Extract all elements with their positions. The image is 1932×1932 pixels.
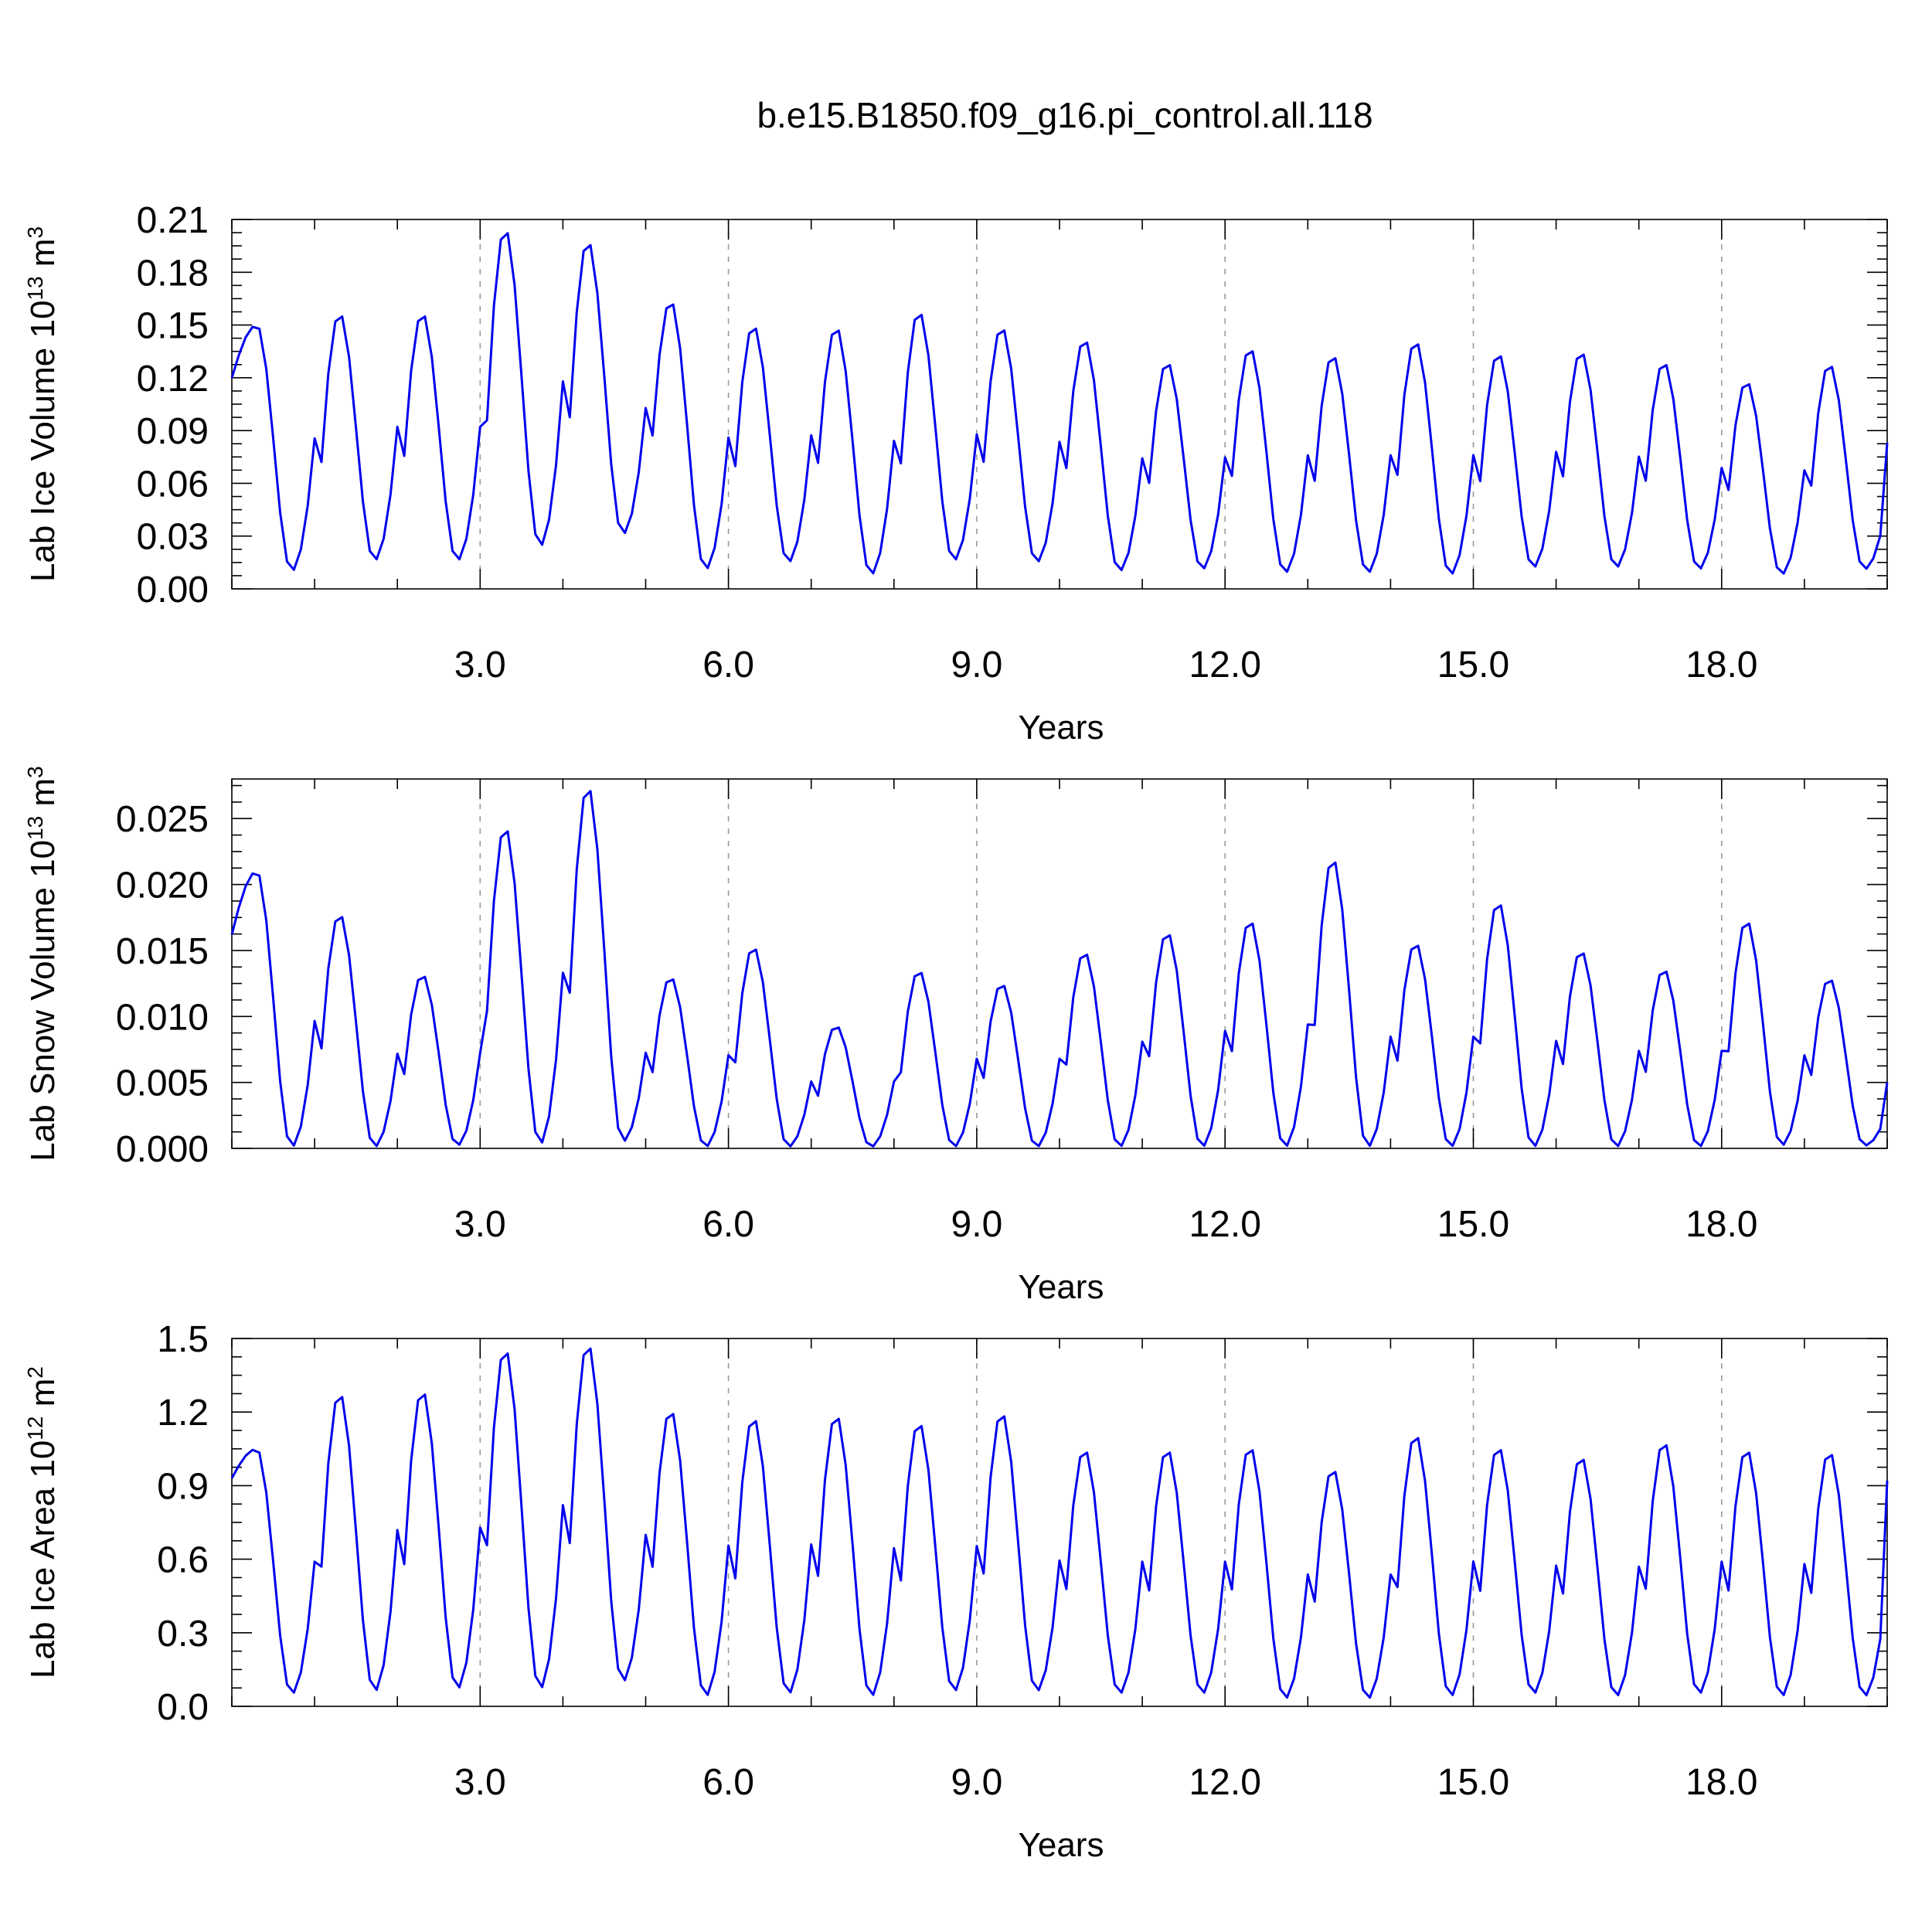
x-tick-label: 12.0 <box>1189 1762 1260 1803</box>
y-axis-label: Lab Snow Volume 1013 m3 <box>23 766 63 1161</box>
x-tick-label: 18.0 <box>1685 1204 1757 1245</box>
series-line <box>230 1347 1889 1699</box>
x-tick-label: 3.0 <box>454 1204 506 1245</box>
x-axis-label: Years <box>1019 1268 1104 1306</box>
y-axis-label-unit: m <box>24 778 62 816</box>
y-tick-label: 0.020 <box>116 866 209 906</box>
x-tick-label: 6.0 <box>702 645 754 685</box>
x-tick-label: 15.0 <box>1437 1204 1509 1245</box>
y-tick-label: 1.2 <box>157 1393 209 1434</box>
y-axis-label: Lab Ice Area 1012 m2 <box>23 1366 63 1679</box>
y-axis-label-main: Lab Snow Volume 10 <box>24 840 62 1162</box>
y-axis-label-main: Lab Ice Volume 10 <box>24 301 62 582</box>
y-axis-label-exp: 13 <box>23 816 47 840</box>
x-tick-label: 18.0 <box>1685 1762 1757 1803</box>
x-tick-label: 15.0 <box>1437 1762 1509 1803</box>
y-axis-label: Lab Ice Volume 1013 m3 <box>23 226 63 582</box>
y-axis-label-unit: m <box>24 1379 62 1417</box>
y-tick-label: 0.12 <box>137 359 209 400</box>
y-tick-label: 0.21 <box>137 200 209 241</box>
y-axis-label-unit-exp: 2 <box>23 1366 47 1379</box>
y-axis-label-unit-exp: 3 <box>23 766 47 778</box>
y-tick-label: 0.6 <box>157 1540 209 1581</box>
x-tick-label: 6.0 <box>702 1762 754 1803</box>
y-tick-label: 0.06 <box>137 464 209 505</box>
y-tick-label: 0.010 <box>116 997 209 1038</box>
x-tick-label: 3.0 <box>454 645 506 685</box>
panel-ice-volume: 3.0 6.0 9.0 12.0 15.0 18.0 Years 0.00 0.03 0.06 0.… <box>23 200 1889 747</box>
y-tick-label: 0.09 <box>137 411 209 452</box>
x-tick-label: 12.0 <box>1189 1204 1260 1245</box>
y-tick-label: 0.025 <box>116 799 209 840</box>
x-tick-label: 18.0 <box>1685 645 1757 685</box>
y-tick-label: 0.000 <box>116 1129 209 1170</box>
y-tick-label: 0.18 <box>137 253 209 294</box>
x-tick-label: 15.0 <box>1437 645 1509 685</box>
y-axis-label-unit: m <box>24 239 62 277</box>
x-tick-label: 9.0 <box>951 1762 1003 1803</box>
y-tick-label: 0.3 <box>157 1614 209 1655</box>
y-axis-label-exp: 13 <box>23 276 47 300</box>
x-tick-label: 9.0 <box>951 1204 1003 1245</box>
x-tick-label: 9.0 <box>951 645 1003 685</box>
y-tick-label: 1.5 <box>157 1319 209 1360</box>
y-axis-label-unit-exp: 3 <box>23 226 47 239</box>
panel-ice-area: 3.0 6.0 9.0 12.0 15.0 18.0 Years 0.0 0.3 0.6 0.9 1.… <box>23 1319 1889 1864</box>
x-axis-label: Years <box>1019 1826 1104 1864</box>
figure-title: b.e15.B1850.f09_g16.pi_control.all.118 <box>757 95 1372 135</box>
y-tick-label: 0.015 <box>116 931 209 972</box>
y-axis-label-exp: 12 <box>23 1417 47 1440</box>
series-line <box>230 790 1889 1148</box>
x-tick-label: 6.0 <box>702 1204 754 1245</box>
y-tick-label: 0.005 <box>116 1063 209 1104</box>
x-axis-label: Years <box>1019 709 1104 747</box>
y-axis-label-main: Lab Ice Area 10 <box>24 1440 62 1679</box>
x-tick-label: 3.0 <box>454 1762 506 1803</box>
panel-snow-volume: 3.0 6.0 9.0 12.0 15.0 18.0 Years 0.000 0.005 0.01… <box>23 766 1889 1306</box>
series-line <box>230 232 1889 575</box>
y-tick-label: 0.0 <box>157 1687 209 1728</box>
y-tick-label: 0.9 <box>157 1466 209 1507</box>
y-tick-label: 0.00 <box>137 570 209 611</box>
y-tick-label: 0.03 <box>137 517 209 558</box>
x-tick-label: 12.0 <box>1189 645 1260 685</box>
y-tick-label: 0.15 <box>137 306 209 347</box>
